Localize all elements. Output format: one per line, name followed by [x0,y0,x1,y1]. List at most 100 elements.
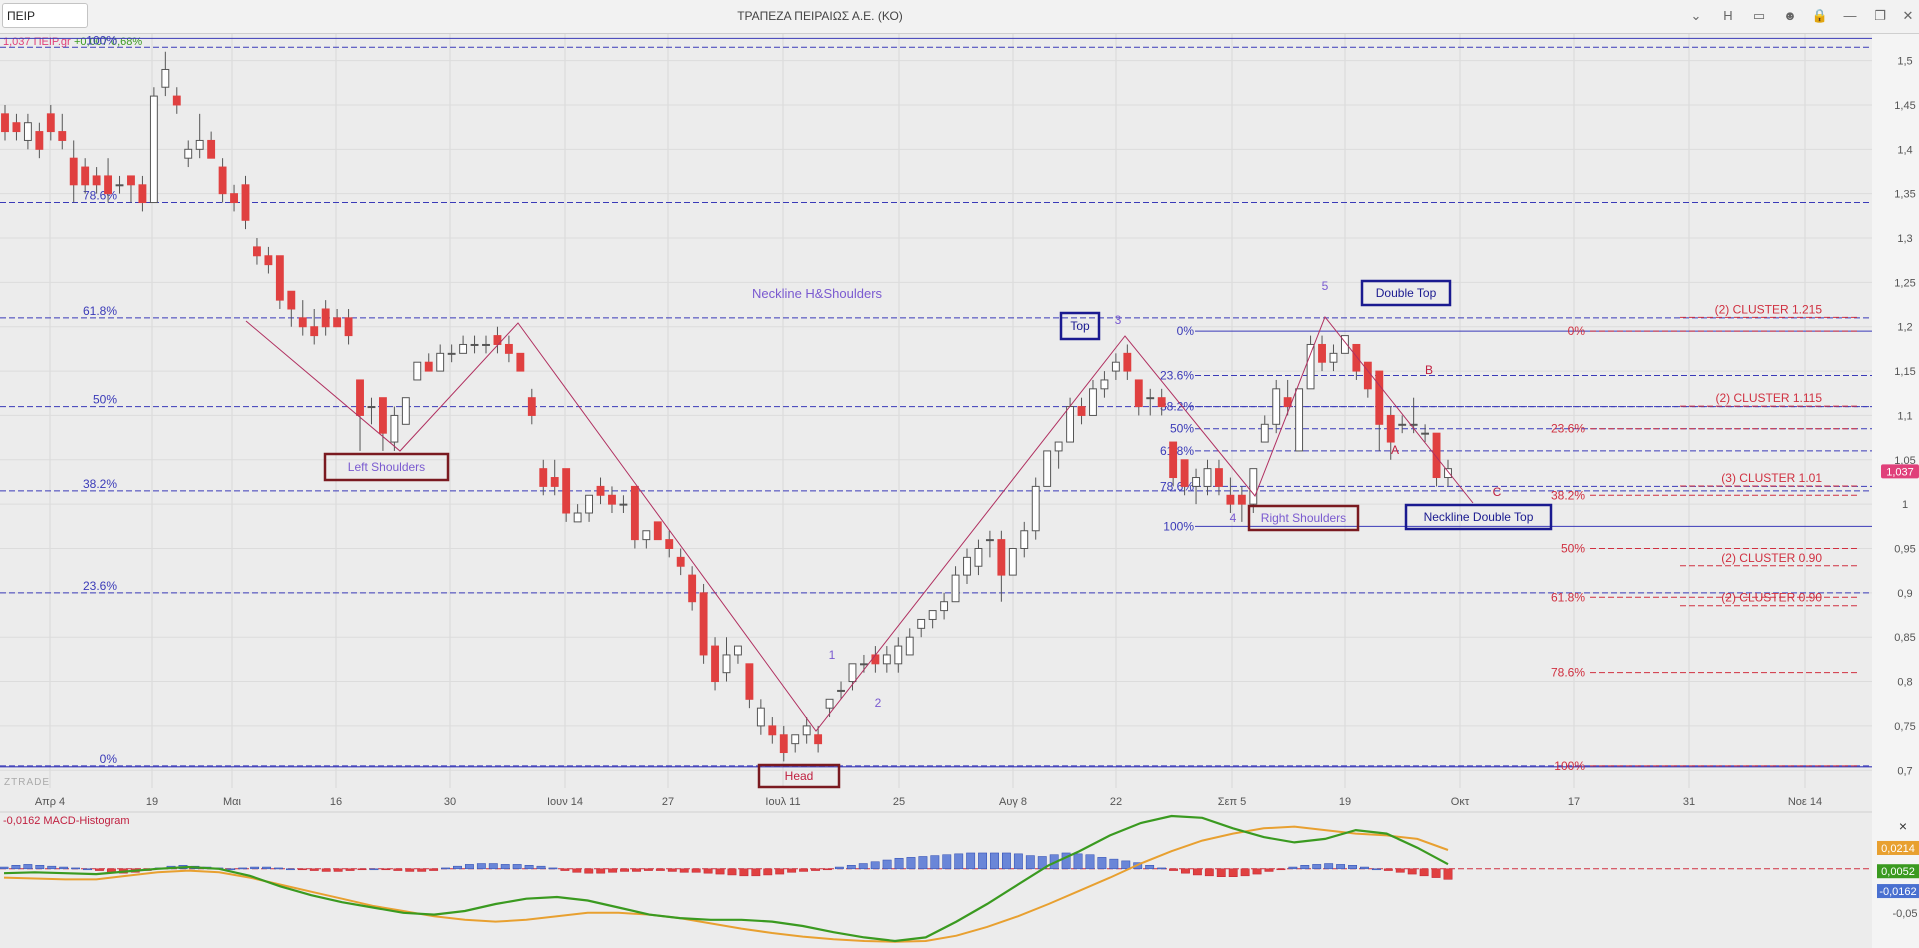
macd-tick-label: -0,05 [1892,908,1917,920]
candle [1226,477,1235,514]
symbol-input[interactable] [2,3,88,28]
candle [802,717,811,744]
candle [985,530,994,558]
last-price-badge [1881,464,1919,479]
candle [58,113,67,150]
candle [1432,432,1441,487]
candle [1043,450,1052,487]
fib-label: 78.6% [83,189,117,203]
fib-label: 78.6% [1551,666,1585,680]
macd-histogram-bar [1407,868,1417,875]
macd-histogram-bar [620,868,629,872]
candle [1386,406,1395,460]
candle-body [218,166,227,195]
cluster-label: (2) CLUSTER 0.90 [1721,591,1822,605]
price-tick-label: 1,1 [1897,410,1912,422]
candle-body [1272,388,1281,425]
macd-value-badge [1877,840,1919,855]
chart-area[interactable]: 1,51,451,41,351,31,251,21,151,11,0510,95… [0,34,1919,948]
candle [516,352,525,372]
clusters: (2) CLUSTER 1.215 (2) CLUSTER 1.115 (3) CL… [1680,302,1860,607]
candle [608,486,616,514]
fib-retracement-left: 100%78.6%61.8%50%38.2%23.6%0% [0,34,1872,768]
candle-body [104,175,113,195]
candle-body [1031,485,1040,532]
dropdown-button[interactable]: ⌄ [1690,8,1702,23]
candle-body [711,645,719,683]
macd-histogram-bar [1348,865,1357,870]
macd-histogram-bar [1061,852,1071,870]
macd-signal-line [3,825,1449,943]
candle-body [1215,468,1223,487]
candle-body [161,68,170,88]
price-tick-label: 1,15 [1894,366,1915,378]
candle [23,113,32,150]
candle-body [928,610,937,620]
left-shoulders-label: Left Shoulders [348,460,425,474]
close-button[interactable]: ✕ [1902,8,1914,23]
lock-button[interactable]: 🔒 [1811,8,1829,23]
macd-histogram-bar [274,867,283,870]
candle-body [230,193,238,204]
candle [676,548,685,576]
macd-histogram-bar [464,864,474,870]
macd-histogram-bar [655,868,665,871]
macd-value-label: 0,0052 [1881,866,1915,878]
minimize-button[interactable]: — [1843,8,1857,23]
candle-body [1318,343,1326,363]
candle-body [1054,441,1063,452]
h-button[interactable]: H [1723,8,1733,23]
candle [321,300,330,336]
time-tick-label: Σεπ 5 [1218,796,1246,808]
head-label: Head [785,769,814,783]
price-tick-label: 0,75 [1894,721,1915,733]
candle-body [516,352,525,372]
candle [550,459,559,496]
candle [814,725,823,753]
fib-label: 100% [1163,519,1194,533]
wave-label: 5 [1322,279,1329,293]
candle [768,717,777,744]
candle-body [275,255,284,301]
candle [642,530,651,549]
candle [665,530,674,558]
macd-histogram-bar [1443,868,1453,880]
candle-body [1352,343,1361,372]
fib-label: 78.6% [1160,479,1194,493]
candle-body [447,352,456,355]
macd-histogram-bar [71,867,81,870]
macd-histogram-bar [858,863,868,870]
candle [424,353,433,372]
price-tick-label: 1,45 [1894,100,1915,112]
candle-body [585,494,594,514]
candle-body [1089,388,1097,416]
macd-histogram-bar [954,853,964,870]
price-tick-label: 0,85 [1894,632,1915,644]
watermark: ZTRADE [4,777,50,788]
price-tick-label: 0,8 [1897,677,1912,689]
candle [791,734,800,753]
candle-body [241,184,250,221]
candle-body [504,343,513,354]
candle-body [35,131,44,150]
candle [756,699,765,735]
wave-label: A [1391,443,1399,457]
candle-body [940,601,949,612]
restore-button[interactable]: ❐ [1874,8,1886,23]
macd-histogram-bar [250,866,260,870]
double-top-box [1360,279,1452,307]
candle-body [321,308,330,328]
candle-body [184,148,193,159]
macd-histogram-bar [369,868,379,871]
candle-body [46,113,55,133]
layout-button[interactable]: ▭ [1752,8,1766,23]
chat-button[interactable]: ☻ [1783,8,1797,23]
candle [894,637,903,673]
close-panel-icon[interactable]: × [1899,818,1907,834]
candle [253,238,261,265]
candle-body [1398,423,1407,426]
candle [149,87,158,204]
candle-body [1260,423,1269,443]
macd-histogram-bar [942,854,952,870]
candle [997,530,1006,602]
